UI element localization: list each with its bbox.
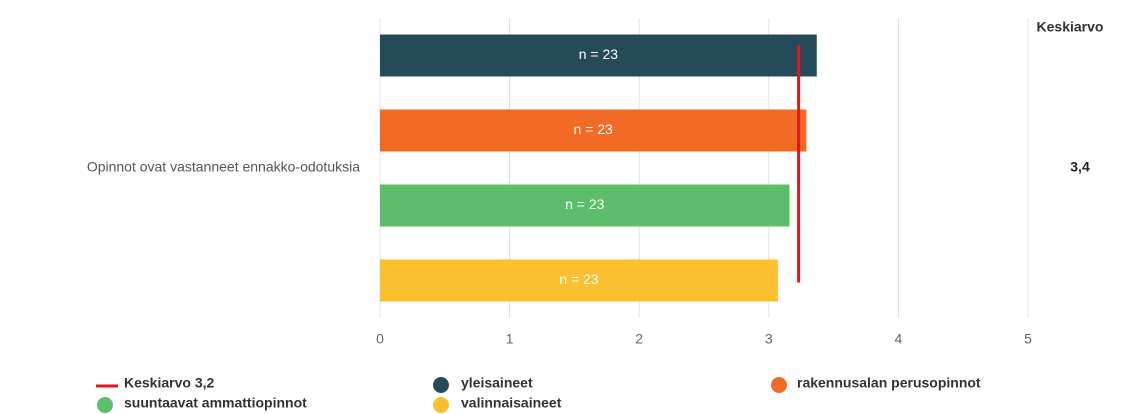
- bar-label: n = 23: [559, 271, 599, 287]
- legend-marker: [771, 377, 787, 393]
- legend-label: suuntaavat ammattiopinnot: [124, 395, 307, 411]
- bar: [380, 259, 778, 302]
- mean-column-title: Keskiarvo: [1037, 19, 1104, 35]
- bar: [380, 184, 790, 227]
- bar-label: n = 23: [574, 121, 614, 137]
- mean-value: 3,4: [1070, 159, 1090, 175]
- x-tick-label: 4: [895, 331, 903, 347]
- bar: [380, 34, 817, 77]
- x-tick-label: 1: [506, 331, 514, 347]
- legend-label: valinnaisaineet: [461, 395, 562, 411]
- bar: [380, 109, 807, 152]
- x-tick-label: 2: [635, 331, 643, 347]
- legend-label: yleisaineet: [461, 375, 533, 391]
- category-label: Opinnot ovat vastanneet ennakko-odotuksi…: [87, 159, 360, 175]
- legend-marker: [433, 377, 449, 393]
- x-tick-label: 0: [376, 331, 384, 347]
- bar-label: n = 23: [565, 196, 605, 212]
- bar-label: n = 23: [579, 46, 619, 62]
- legend-label: Keskiarvo 3,2: [124, 375, 214, 391]
- x-tick-label: 5: [1024, 331, 1032, 347]
- legend-label: rakennusalan perusopinnot: [797, 375, 981, 391]
- x-tick-label: 3: [765, 331, 773, 347]
- legend-marker: [433, 397, 449, 413]
- legend-marker: [97, 397, 113, 413]
